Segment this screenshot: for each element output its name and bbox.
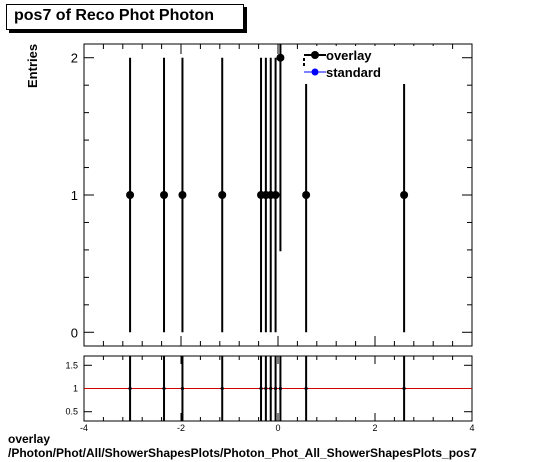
ratio-point — [180, 386, 185, 391]
y-tick-label: 0 — [71, 325, 78, 340]
ratio-point — [278, 386, 283, 391]
ratio-point — [264, 386, 268, 391]
data-point — [126, 191, 135, 199]
ratio-point — [259, 386, 263, 391]
x-tick-label: -2 — [177, 423, 185, 433]
data-point — [276, 53, 285, 62]
x-tick-label: 4 — [469, 423, 474, 433]
ratio-point — [220, 386, 224, 391]
ratio-point — [402, 386, 406, 391]
data-point — [271, 191, 280, 199]
ratio-y-tick-label: 1 — [73, 384, 78, 394]
ratio-point — [304, 386, 308, 391]
data-point — [302, 191, 311, 199]
x-tick-label: 0 — [275, 423, 280, 433]
y-tick-label: 2 — [71, 51, 78, 66]
ratio-point — [269, 386, 273, 391]
legend: overlay standard — [300, 46, 450, 84]
data-point — [178, 191, 187, 199]
legend-standard-label: standard — [326, 65, 381, 80]
legend-overlay-label: overlay — [326, 48, 372, 63]
footer-line-2: /Photon/Phot/All/ShowerShapesPlots/Photo… — [8, 446, 477, 460]
legend-standard-marker — [311, 68, 319, 76]
ratio-point — [128, 386, 132, 391]
title-box: pos7 of Reco Phot Photon — [6, 4, 244, 30]
y-tick-label: 1 — [71, 188, 78, 203]
data-point — [160, 191, 169, 199]
footer-line-1: overlay — [8, 432, 51, 446]
x-tick-label: 2 — [372, 423, 377, 433]
x-tick-label: -4 — [80, 423, 88, 433]
legend-box — [300, 46, 450, 84]
ratio-y-tick-label: 0.5 — [65, 407, 78, 417]
data-point — [218, 191, 227, 199]
ratio-y-tick-label: 1.5 — [65, 360, 78, 370]
chart-title: pos7 of Reco Phot Photon — [14, 7, 214, 24]
ratio-point — [273, 386, 278, 391]
ratio-point — [162, 386, 166, 391]
legend-overlay-marker — [311, 51, 319, 59]
data-point — [400, 191, 409, 199]
